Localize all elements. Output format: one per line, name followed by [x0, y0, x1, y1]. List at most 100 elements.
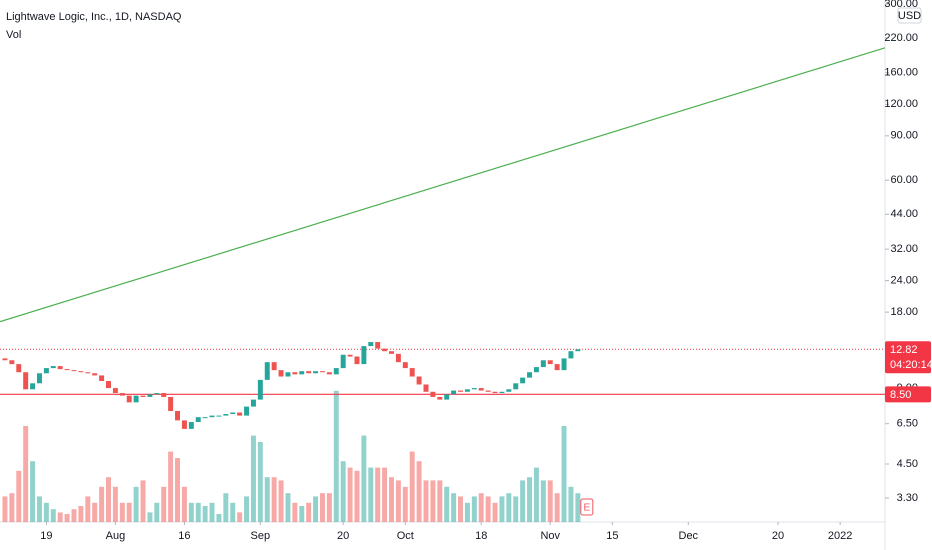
volume-bar	[375, 467, 381, 522]
candle-body	[306, 371, 312, 374]
candle-body	[133, 395, 139, 403]
candle-body	[423, 384, 429, 392]
candle-body	[430, 391, 436, 397]
hline-price-box	[885, 386, 931, 403]
volume-bar	[368, 467, 374, 522]
candle-body	[271, 362, 277, 371]
candle-body	[244, 406, 250, 416]
volume-bar	[340, 461, 346, 522]
candle-body	[106, 380, 111, 389]
volume-bar	[313, 496, 319, 522]
volume-bar	[464, 502, 470, 522]
candle-body	[361, 346, 367, 365]
candle-body	[416, 376, 422, 385]
volume-bar	[306, 502, 312, 522]
volume-bar	[430, 480, 436, 522]
volume-bar	[161, 486, 167, 522]
volume-bar	[2, 496, 8, 522]
event-marker-box	[580, 498, 594, 516]
candle-body	[402, 362, 408, 369]
x-tick-label: 19	[40, 530, 52, 542]
volume-bar	[216, 514, 222, 522]
y-tick-label: 160.00	[884, 67, 918, 79]
volume-bar	[423, 480, 429, 522]
candle-body	[78, 371, 84, 373]
volume-bar	[326, 493, 332, 522]
candle-body	[209, 415, 215, 418]
candle-body	[71, 370, 77, 372]
volume-bar	[202, 506, 208, 522]
volume-bar	[354, 470, 360, 522]
volume-bar	[506, 493, 512, 522]
volume-bar	[223, 493, 229, 522]
y-tick-label: 18.00	[890, 306, 918, 318]
volume-bar	[485, 496, 491, 522]
volume-bar	[264, 477, 270, 522]
x-tick-label: 20	[337, 530, 349, 542]
volume-bar	[520, 480, 526, 522]
volume-bar	[71, 509, 77, 522]
candle-body	[140, 395, 146, 397]
volume-bar	[36, 496, 42, 522]
candle-body	[478, 388, 484, 391]
candle-body	[50, 366, 56, 369]
volume-bar	[244, 496, 250, 522]
candle-body	[533, 367, 539, 373]
x-tick-label: Dec	[679, 530, 699, 542]
candle-body	[92, 373, 98, 376]
volume-bar	[575, 493, 581, 522]
candle-body	[333, 368, 339, 375]
volume-bar	[361, 435, 367, 522]
candle-body	[85, 372, 91, 374]
volume-bar	[347, 467, 353, 522]
candle-body	[30, 383, 36, 390]
candle-body	[340, 354, 346, 369]
candle-body	[181, 420, 187, 429]
candle-body	[264, 362, 270, 380]
volume-bar	[85, 496, 91, 522]
candle-body	[154, 393, 160, 395]
volume-bar	[106, 477, 111, 522]
candle-body	[464, 389, 470, 392]
volume-bar	[333, 390, 339, 522]
candle-body	[250, 399, 256, 407]
volume-bar	[64, 514, 70, 522]
candle-body	[471, 388, 477, 390]
candle-body	[540, 360, 546, 368]
y-tick-label: 44.00	[890, 208, 918, 220]
candle-body	[147, 394, 153, 397]
volume-bar	[112, 486, 118, 522]
event-marker: E	[583, 503, 590, 514]
y-tick-label: 220.00	[884, 32, 918, 44]
volume-bar	[299, 506, 305, 522]
x-tick-label: Aug	[106, 530, 126, 542]
volume-bar	[416, 461, 422, 522]
volume-bar	[230, 502, 236, 522]
candle-body	[444, 394, 450, 400]
volume-bar	[492, 502, 498, 522]
candle-body	[513, 383, 519, 390]
volume-bar	[140, 480, 146, 522]
chart-title: Lightwave Logic, Inc., 1D, NASDAQ	[6, 11, 182, 23]
candle-body	[195, 417, 201, 423]
volume-bar	[271, 477, 277, 522]
candle-body	[23, 372, 29, 390]
volume-bar	[195, 502, 201, 522]
volume-bar	[154, 502, 160, 522]
x-tick-label: 15	[606, 530, 618, 542]
candle-body	[161, 393, 167, 397]
volume-bar	[278, 480, 284, 522]
volume-bar	[527, 477, 533, 522]
y-tick-label: 3.30	[897, 492, 918, 504]
y-tick-label: 24.00	[890, 275, 918, 287]
volume-bar	[43, 502, 49, 522]
candle-body	[395, 353, 401, 363]
candle-body	[257, 379, 263, 400]
volume-bar	[23, 426, 29, 522]
volume-bar	[554, 493, 560, 522]
x-tick-label: Sep	[251, 530, 271, 542]
candle-body	[292, 372, 298, 375]
candle-body	[458, 390, 463, 392]
volume-bar	[237, 512, 243, 522]
